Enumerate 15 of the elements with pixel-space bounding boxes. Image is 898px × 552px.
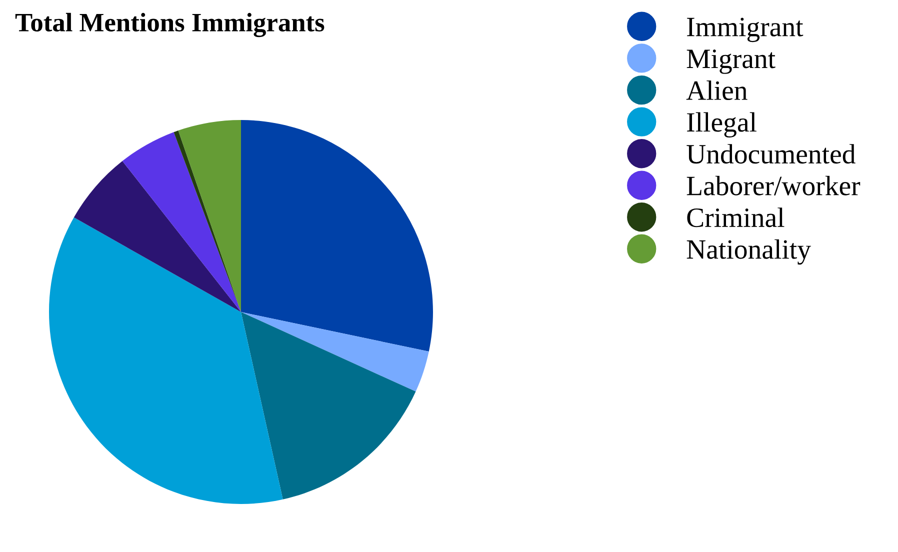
pie-slice	[122, 132, 241, 312]
pie-slice	[74, 161, 241, 312]
legend-label: Laborer/worker	[686, 176, 860, 196]
legend-label: Nationality	[686, 239, 811, 265]
chart-title: Total Mentions Immigrants	[15, 12, 324, 38]
pie-slice	[241, 120, 433, 352]
legend-label: Migrant	[686, 50, 776, 74]
legend-label: Criminal	[687, 208, 784, 228]
legend-label: Immigrant	[687, 18, 804, 42]
pie-slice	[241, 312, 429, 392]
legend-label: Undocumented	[686, 144, 856, 164]
pie-slice	[49, 217, 283, 504]
pie-slice	[241, 312, 416, 500]
legend-label: Illegal	[687, 112, 756, 138]
legend-label: Alien	[686, 80, 748, 100]
